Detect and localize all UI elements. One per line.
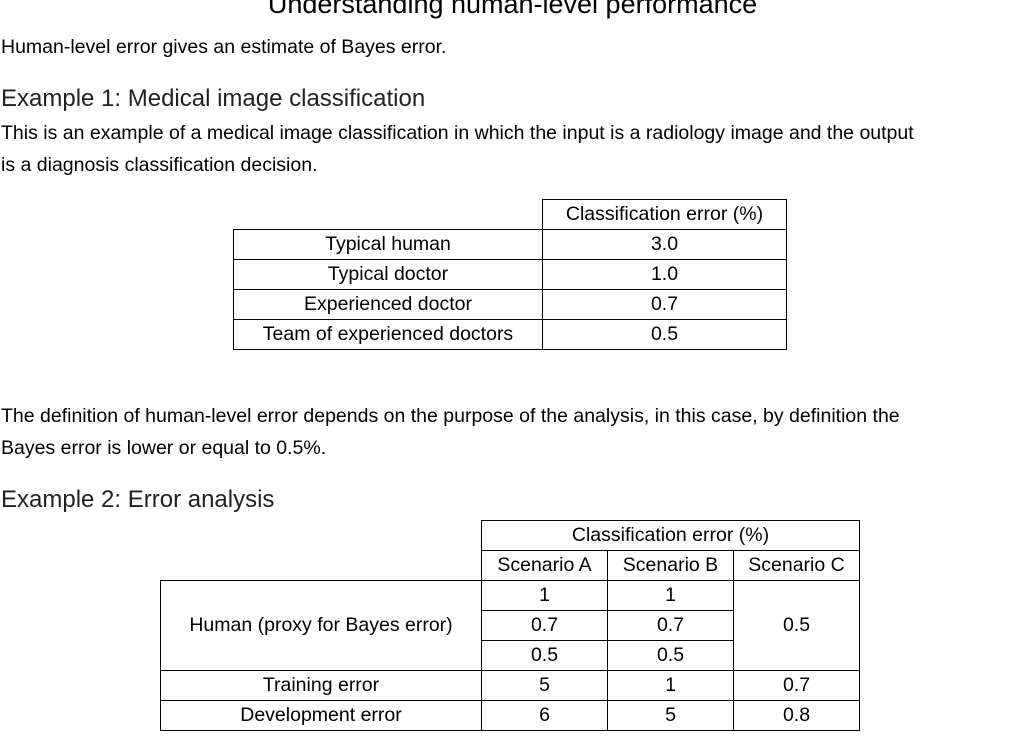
scenario-c-header: Scenario C <box>733 550 860 581</box>
table-row: Training error 5 1 0.7 <box>160 670 860 701</box>
human-a-value: 1 <box>481 580 608 611</box>
scenario-b-header: Scenario B <box>607 550 734 581</box>
row-value: 0.7 <box>542 289 787 320</box>
human-b-value: 1 <box>607 580 734 611</box>
human-a-value: 0.5 <box>481 640 608 671</box>
empty-corner-cell <box>233 199 543 230</box>
intro-text: Human-level error gives an estimate of B… <box>1 36 447 58</box>
dev-b-value: 5 <box>607 700 734 731</box>
dev-label: Development error <box>160 700 482 731</box>
table-row: Development error 6 5 0.8 <box>160 700 860 731</box>
table-header-row: Classification error (%) <box>160 520 860 581</box>
human-b-value: 0.7 <box>607 610 734 641</box>
table-row: Typical human 3.0 <box>233 229 787 260</box>
training-b-value: 1 <box>607 670 734 701</box>
table-row: Typical doctor 1.0 <box>233 259 787 290</box>
table-row: 0.7 0.7 <box>161 610 860 641</box>
definition-line2: Bayes error is lower or equal to 0.5%. <box>1 437 327 459</box>
row-label: Typical doctor <box>233 259 543 290</box>
row-value: 0.5 <box>542 319 787 350</box>
page-title: Understanding human-level performance <box>267 0 758 19</box>
example2-heading: Example 2: Error analysis <box>1 486 275 513</box>
empty-corner-cell <box>160 520 482 581</box>
scenario-a-header: Scenario A <box>481 550 608 581</box>
scenario-header-row: Scenario A Scenario B Scenario C <box>161 550 860 581</box>
table-row: Team of experienced doctors 0.5 <box>233 319 787 350</box>
training-label: Training error <box>160 670 482 701</box>
row-label: Experienced doctor <box>233 289 543 320</box>
training-c-value: 0.7 <box>733 670 860 701</box>
table-row: Experienced doctor 0.7 <box>233 289 787 320</box>
example1-heading: Example 1: Medical image classification <box>1 85 426 112</box>
dev-a-value: 6 <box>481 700 608 731</box>
row-label: Typical human <box>233 229 543 260</box>
row-value: 1.0 <box>542 259 787 290</box>
medical-error-table: Classification error (%) Typical human 3… <box>233 199 787 350</box>
human-c-value: 0.5 <box>733 580 860 671</box>
column-header: Classification error (%) <box>542 199 787 230</box>
table-header-row: Classification error (%) <box>233 199 787 230</box>
row-value: 3.0 <box>542 229 787 260</box>
training-a-value: 5 <box>481 670 608 701</box>
definition-line1: The definition of human-level error depe… <box>1 405 900 427</box>
example1-line1: This is an example of a medical image cl… <box>1 122 914 144</box>
human-b-value: 0.5 <box>607 640 734 671</box>
dev-c-value: 0.8 <box>733 700 860 731</box>
human-label: Human (proxy for Bayes error) <box>160 580 482 671</box>
example1-line2: is a diagnosis classification decision. <box>1 154 318 176</box>
group-header: Classification error (%) <box>481 520 860 551</box>
row-label: Team of experienced doctors <box>233 319 543 350</box>
table-row: Human (proxy for Bayes error) 1 1 0.5 <box>160 580 860 671</box>
table-row: 0.5 0.5 <box>161 640 860 671</box>
human-a-value: 0.7 <box>481 610 608 641</box>
error-analysis-table: Classification error (%) Scenario A Scen… <box>160 520 860 731</box>
